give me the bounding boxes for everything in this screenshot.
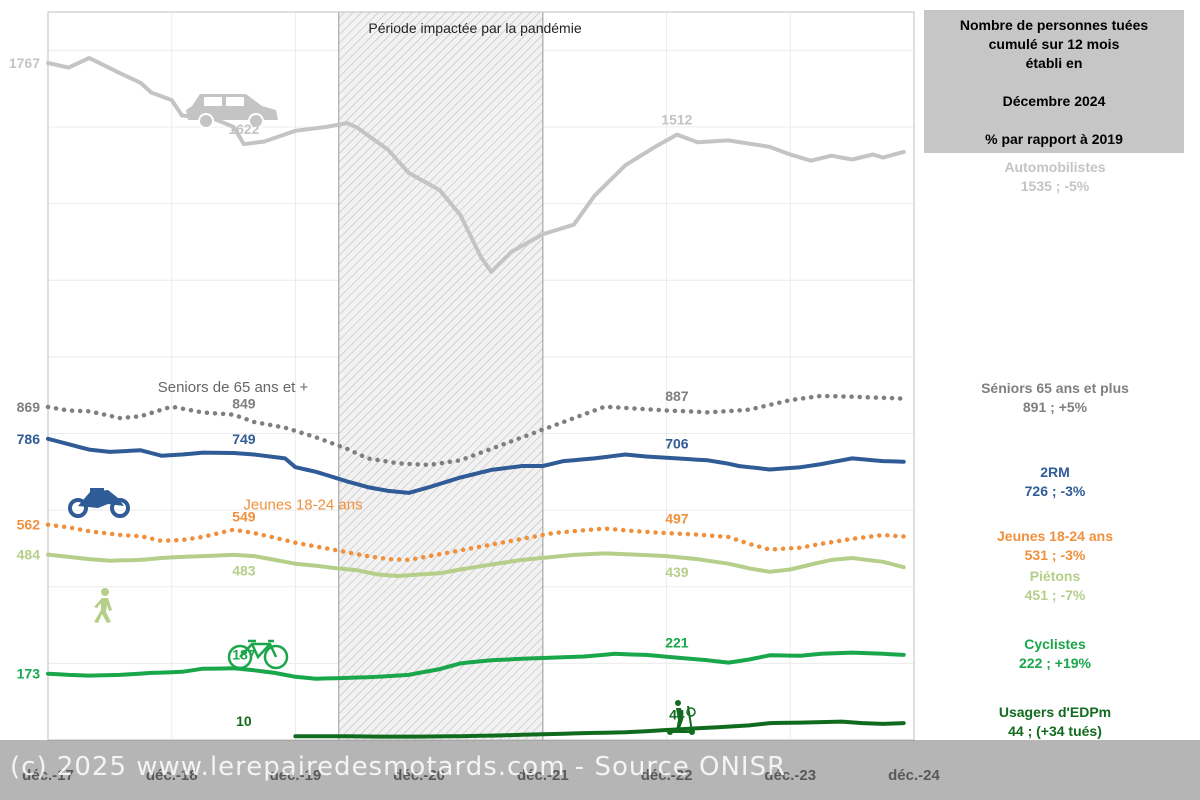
scooter-icon bbox=[667, 700, 696, 735]
series-line-seniors bbox=[45, 393, 906, 468]
label-layer: 1767 1622 1512 869 849 887 786 749 706 562 549 497 4… bbox=[9, 55, 693, 729]
data-label-jeunes: 549 bbox=[232, 508, 256, 524]
bicycle-icon bbox=[227, 639, 289, 670]
pandemic-shaded-area bbox=[338, 11, 544, 741]
data-label-seniors: 887 bbox=[665, 388, 689, 404]
right-label-pietons-value: 451 ; -7% bbox=[1024, 587, 1086, 603]
series-line-cyclistes bbox=[46, 650, 906, 681]
right-label-cyclistes-name: Cyclistes bbox=[1024, 636, 1086, 652]
data-label-deuxrm: 749 bbox=[232, 431, 256, 447]
right-label-seniors: Séniors 65 ans et plus 891 ; +5% bbox=[930, 379, 1180, 417]
data-label-cyclistes: 173 bbox=[17, 666, 41, 682]
watermark-band bbox=[0, 740, 1200, 800]
data-label-jeunes: 497 bbox=[665, 511, 689, 527]
data-label-auto: 1622 bbox=[228, 121, 259, 137]
right-label-pietons-name: Piétons bbox=[1029, 568, 1081, 584]
series-label-seniors: Seniors de 65 ans et + bbox=[158, 379, 309, 396]
right-label-jeunes: Jeunes 18-24 ans 531 ; -3% bbox=[930, 527, 1180, 565]
right-label-auto-name: Automobilistes bbox=[1004, 159, 1106, 175]
data-label-auto: 1767 bbox=[9, 55, 40, 71]
legend-header-box: Nombre de personnes tuées cumulé sur 12 … bbox=[924, 10, 1184, 153]
data-label-cyclistes: 187 bbox=[232, 646, 256, 662]
data-label-pietons: 484 bbox=[17, 547, 41, 563]
data-label-edpm: 10 bbox=[236, 713, 252, 729]
right-label-edpm-name: Usagers d'EDPm bbox=[998, 704, 1112, 720]
right-label-auto: Automobilistes 1535 ; -5% bbox=[930, 158, 1180, 196]
right-label-2rm-name: 2RM bbox=[1040, 464, 1070, 480]
right-label-seniors-value: 891 ; +5% bbox=[1022, 399, 1088, 415]
legend-line2: cumulé sur 12 mois bbox=[988, 36, 1120, 52]
watermark-text: (c) 2025 www.lerepairedesmotards.com - S… bbox=[10, 752, 787, 782]
right-label-2rm: 2RM 726 ; -3% bbox=[930, 463, 1180, 501]
right-label-edpm-value: 44 ; (+34 tués) bbox=[1008, 723, 1102, 739]
data-label-auto: 1512 bbox=[661, 112, 692, 128]
right-label-jeunes-value: 531 ; -3% bbox=[1024, 547, 1086, 563]
right-label-jeunes-name: Jeunes 18-24 ans bbox=[997, 528, 1113, 544]
data-label-seniors: 869 bbox=[17, 399, 41, 415]
legend-line4: Décembre 2024 bbox=[1002, 93, 1106, 109]
data-label-pietons: 439 bbox=[665, 564, 689, 580]
data-label-jeunes: 562 bbox=[17, 517, 41, 533]
car-icon bbox=[186, 94, 278, 129]
data-label-deuxrm: 786 bbox=[17, 431, 41, 447]
data-label-edpm: 44 bbox=[669, 706, 685, 722]
series-line-deuxrm bbox=[46, 436, 906, 495]
legend-line3: établi en bbox=[1025, 55, 1083, 71]
right-label-2rm-value: 726 ; -3% bbox=[1024, 483, 1086, 499]
series-layer bbox=[45, 56, 906, 739]
right-label-edpm: Usagers d'EDPm 44 ; (+34 tués) bbox=[930, 703, 1180, 741]
legend-line1: Nombre de personnes tuées bbox=[959, 17, 1149, 33]
pandemic-label: Période impactée par la pandémie bbox=[368, 20, 582, 36]
right-label-cyclistes-value: 222 ; +19% bbox=[1019, 655, 1091, 671]
data-label-deuxrm: 706 bbox=[665, 435, 689, 451]
series-line-pietons bbox=[46, 551, 906, 578]
right-label-pietons: Piétons 451 ; -7% bbox=[930, 567, 1180, 605]
series-line-edpm bbox=[293, 719, 906, 739]
icon-layer bbox=[68, 94, 696, 735]
data-label-cyclistes: 221 bbox=[665, 635, 689, 651]
right-label-auto-value: 1535 ; -5% bbox=[1020, 178, 1090, 194]
data-label-seniors: 849 bbox=[232, 395, 256, 411]
series-line-jeunes bbox=[45, 522, 906, 563]
right-label-seniors-name: Séniors 65 ans et plus bbox=[981, 380, 1129, 396]
right-label-cyclistes: Cyclistes 222 ; +19% bbox=[930, 635, 1180, 673]
motorcycle-icon bbox=[68, 488, 130, 518]
legend-line5: % par rapport à 2019 bbox=[985, 131, 1123, 147]
pedestrian-icon bbox=[94, 588, 112, 623]
series-label-jeunes: Jeunes 18-24 ans bbox=[243, 496, 362, 513]
data-label-pietons: 483 bbox=[232, 563, 256, 579]
